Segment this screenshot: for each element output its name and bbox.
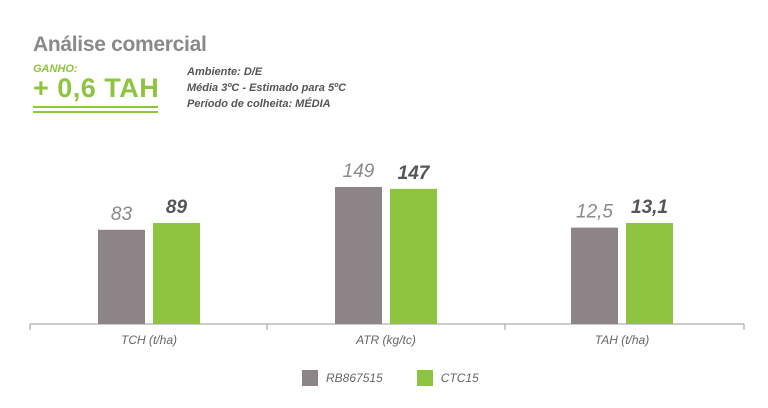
chart-legend: RB867515 CTC15 [302,370,513,386]
gain-value: + 0,6 TAH [33,73,160,103]
data-label-1-1: 147 [398,163,431,184]
note-harvest-period: Período de colheita: MÉDIA [187,98,331,110]
bar-2-1 [626,223,673,324]
data-label-0-1: 89 [166,197,188,218]
legend-label-rb867515: RB867515 [326,371,383,385]
legend-item-ctc15: CTC15 [416,370,479,386]
category-label-0: TCH (t/ha) [121,333,177,347]
data-label-1-0: 149 [343,161,375,182]
gain-label: GANHO: [33,63,78,75]
page-title: Análise comercial [33,33,207,56]
data-label-2-0: 12,5 [576,202,613,223]
bar-1-0 [335,187,382,324]
category-label-2: TAH (t/ha) [595,333,649,347]
bar-1-1 [390,188,437,324]
bar-0-0 [98,229,145,324]
data-label-2-1: 13,1 [631,197,668,218]
note-temperature: Média 3ºC - Estimado para 5ºC [187,82,347,94]
bar-2-0 [571,227,618,324]
legend-swatch-green [416,370,433,386]
bar-0-1 [153,223,200,324]
legend-item-rb867515: RB867515 [302,370,383,386]
category-label-1: ATR (kg/tc) [355,333,416,347]
data-label-0-0: 83 [111,204,133,225]
note-environment: Ambiente: D/E [187,66,263,78]
legend-swatch-gray [302,370,318,386]
conditions-notes: Ambiente: D/E Média 3ºC - Estimado para … [187,64,346,112]
legend-label-ctc15: CTC15 [440,371,479,385]
gain-underline-top [33,106,158,108]
gain-underline-bottom [33,111,158,113]
